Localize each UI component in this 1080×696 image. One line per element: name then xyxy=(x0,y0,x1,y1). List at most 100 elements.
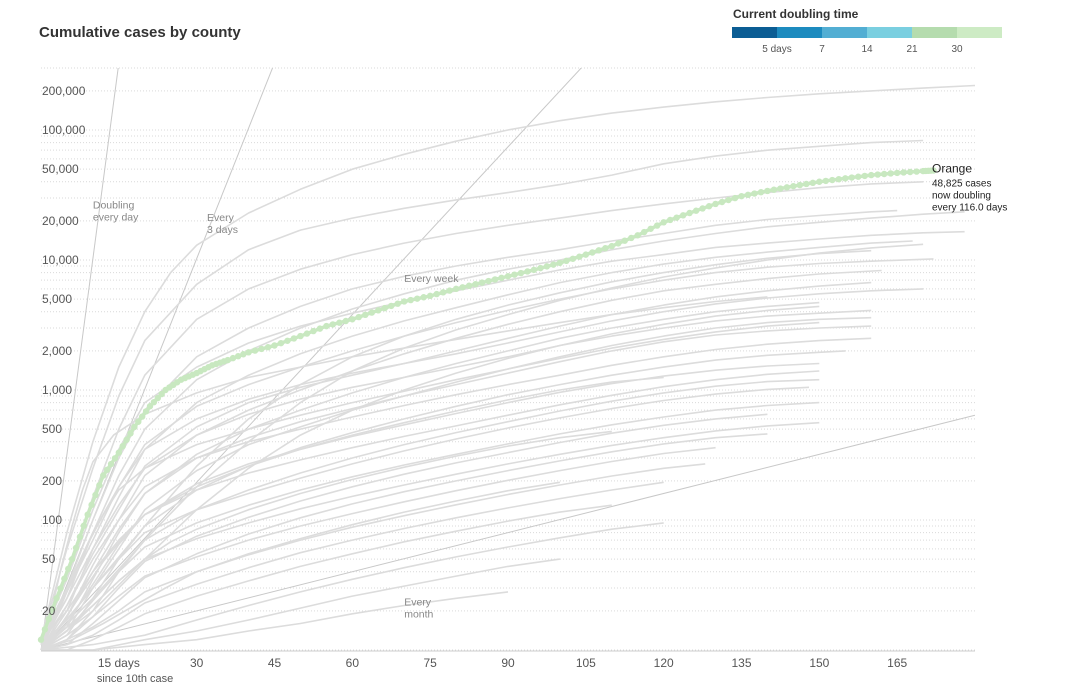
highlight-point xyxy=(115,449,123,456)
highlight-point xyxy=(790,182,797,190)
highlight-point xyxy=(57,585,64,592)
county-line xyxy=(40,209,898,645)
highlight-point xyxy=(342,317,350,325)
county-line xyxy=(40,337,872,646)
highlight-point xyxy=(809,179,817,187)
highlight-point xyxy=(764,187,771,195)
highlight-point xyxy=(413,295,421,302)
county-line xyxy=(40,301,820,651)
highlight-point xyxy=(154,394,161,402)
county-line xyxy=(40,240,913,651)
highlight-point xyxy=(524,268,531,275)
highlight-point xyxy=(135,418,142,425)
highlight-point xyxy=(107,460,115,468)
highlight-point xyxy=(543,263,551,270)
highlight-point xyxy=(394,300,401,307)
highlight-point xyxy=(433,290,440,298)
highlight-point xyxy=(595,247,603,254)
highlight-point xyxy=(744,191,752,199)
highlight-point xyxy=(893,169,901,177)
highlight-point xyxy=(103,466,111,473)
county-line xyxy=(40,325,872,651)
highlight-point xyxy=(504,273,512,280)
highlight-point xyxy=(323,322,330,330)
highlight-point xyxy=(589,249,596,256)
highlight-point xyxy=(731,194,739,202)
county-line xyxy=(40,370,820,641)
highlight-point xyxy=(76,533,84,541)
highlight-point xyxy=(822,177,830,185)
legend-title: Current doubling time xyxy=(733,7,859,21)
highlight-point xyxy=(582,251,590,258)
legend-tick-label: 7 xyxy=(819,44,825,55)
highlight-point xyxy=(647,225,654,232)
highlight-point xyxy=(491,276,499,283)
highlight-point xyxy=(316,325,324,332)
reference-label: 3 days xyxy=(207,224,238,236)
county-line xyxy=(40,386,810,646)
highlight-point xyxy=(550,261,557,268)
highlight-point xyxy=(459,284,466,291)
x-tick-label: 165 xyxy=(887,656,907,670)
highlight-point xyxy=(563,257,570,265)
highlight-point xyxy=(240,351,247,358)
county-line xyxy=(40,481,561,651)
legend-segment-3 xyxy=(867,27,912,38)
y-tick-label: 2,000 xyxy=(42,344,72,358)
highlight-point xyxy=(41,626,49,633)
highlight-point xyxy=(653,222,661,229)
highlight-point xyxy=(224,356,231,364)
highlight-point xyxy=(53,595,60,602)
y-tick-label: 100 xyxy=(42,513,62,527)
highlight-detail: every 116.0 days xyxy=(932,202,1007,213)
legend-color-scale xyxy=(732,27,1002,38)
y-tick-label: 10,000 xyxy=(42,253,79,267)
highlight-point xyxy=(770,186,778,193)
highlight-point xyxy=(842,175,849,182)
highlight-point xyxy=(621,237,628,244)
highlight-point xyxy=(576,253,583,260)
highlight-point xyxy=(679,212,687,219)
highlight-point xyxy=(439,289,447,296)
county-line xyxy=(40,376,664,651)
reference-label: Every xyxy=(404,596,432,608)
highlight-point xyxy=(234,352,242,360)
highlight-point xyxy=(751,190,758,197)
highlight-point xyxy=(452,285,460,293)
x-tick-label: 150 xyxy=(809,656,829,670)
county-line xyxy=(40,296,768,651)
county-line xyxy=(40,84,976,640)
highlight-point xyxy=(446,287,453,294)
highlight-point xyxy=(45,615,52,623)
county-line xyxy=(41,558,561,651)
highlight-point xyxy=(277,339,285,347)
county-line xyxy=(40,249,872,651)
highlight-point xyxy=(264,344,272,351)
highlight-detail: now doubling xyxy=(932,190,991,201)
highlight-point xyxy=(37,636,45,643)
reference-line-2 xyxy=(41,68,274,650)
highlight-point xyxy=(757,189,765,196)
highlight-point xyxy=(868,171,875,179)
highlight-point xyxy=(158,390,165,398)
highlight-point xyxy=(692,207,700,214)
highlight-point xyxy=(777,185,784,192)
y-tick-label: 20,000 xyxy=(42,214,79,228)
county-line xyxy=(40,305,820,651)
highlight-point xyxy=(874,171,881,178)
county-line xyxy=(40,401,820,651)
highlight-point xyxy=(796,181,804,189)
x-tick-label: 90 xyxy=(501,656,515,670)
x-tick-label: 105 xyxy=(576,656,596,670)
highlight-point xyxy=(362,311,369,319)
highlight-point xyxy=(930,167,937,174)
highlight-point xyxy=(401,298,408,305)
highlight-point xyxy=(628,234,635,242)
highlight-point xyxy=(887,170,894,177)
y-tick-label: 1,000 xyxy=(42,383,72,397)
reference-label: Doubling xyxy=(93,199,135,211)
highlight-point xyxy=(718,198,726,206)
highlight-point xyxy=(381,304,388,312)
highlight-point xyxy=(472,280,479,288)
